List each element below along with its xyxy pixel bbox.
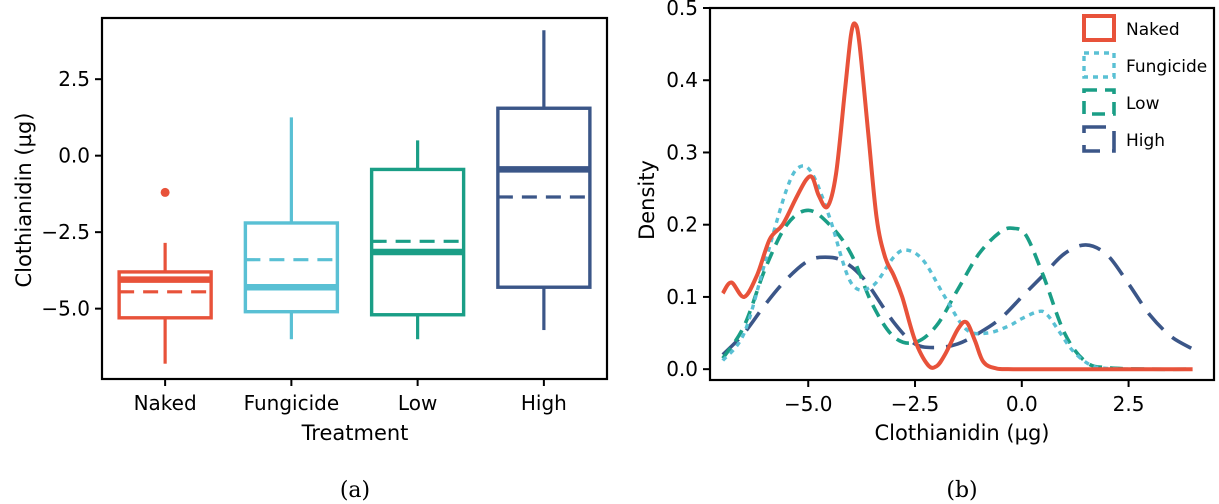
- density-y-tick-label: 0.3: [666, 140, 698, 164]
- boxplot-x-axis-label: Treatment: [301, 421, 409, 445]
- legend-label: Naked: [1126, 20, 1180, 40]
- density-x-tick-label: −5.0: [784, 392, 833, 416]
- boxplot-y-axis: −5.0 −2.5 0.0 2.5: [41, 67, 102, 321]
- box-high: [496, 30, 592, 331]
- boxplot-x-tick-label: Low: [398, 391, 437, 415]
- density-panel: −5.0 −2.5 0.0 2.5 0.0 0.1 0.2 0.3 0.4 0.5 Naked F…: [635, 0, 1216, 503]
- density-legend: Naked Fungicide Low High: [1082, 14, 1207, 153]
- box-iqr: [117, 270, 213, 320]
- legend-key: [1082, 14, 1116, 42]
- caption-b: (b): [946, 478, 977, 503]
- density-x-tick-label: 0.0: [1006, 392, 1038, 416]
- box-low: [369, 140, 466, 340]
- legend-item-fungicide: Fungicide: [1082, 51, 1207, 79]
- density-line-low: [721, 208, 1193, 372]
- density-line-naked: [721, 21, 1193, 372]
- density-y-axis-label: Density: [635, 160, 659, 240]
- boxplot-plot-frame: [100, 16, 609, 381]
- boxplot-boxes: [117, 30, 592, 364]
- density-y-tick-label: 0.5: [666, 0, 698, 20]
- density-line-fungicide: [721, 164, 1193, 371]
- density-lines: [721, 21, 1194, 372]
- boxplot-x-axis: Naked Fungicide Low High: [134, 379, 567, 415]
- density-y-tick-label: 0.4: [666, 68, 698, 92]
- legend-label: High: [1126, 131, 1165, 151]
- density-y-tick-label: 0.0: [666, 357, 698, 381]
- density-x-tick-label: −2.5: [891, 392, 940, 416]
- box-fungicide: [243, 117, 340, 340]
- legend-label: Fungicide: [1126, 57, 1207, 77]
- boxplot-x-tick-label: High: [521, 391, 567, 415]
- legend-item-high: High: [1082, 125, 1165, 153]
- legend-item-naked: Naked: [1082, 14, 1180, 42]
- boxplot-y-tick-label: 2.5: [58, 67, 90, 91]
- box-outlier-point: [160, 187, 170, 197]
- density-x-axis-label: Clothianidin (µg): [875, 421, 1050, 445]
- density-plot-frame: [708, 6, 1216, 382]
- density-x-axis: −5.0 −2.5 0.0 2.5: [784, 380, 1145, 416]
- boxplot-y-tick-label: −5.0: [41, 297, 90, 321]
- density-y-tick-label: 0.2: [666, 213, 698, 237]
- box-naked: [117, 187, 213, 364]
- box-iqr: [243, 221, 340, 314]
- legend-key: [1082, 125, 1116, 153]
- legend-item-low: Low: [1082, 88, 1160, 116]
- density-line-high: [721, 243, 1194, 356]
- legend-label: Low: [1126, 94, 1160, 114]
- density-y-tick-label: 0.1: [666, 285, 698, 309]
- density-y-axis: 0.0 0.1 0.2 0.3 0.4 0.5: [666, 0, 710, 381]
- boxplot-panel: −5.0 −2.5 0.0 2.5 Naked Fungicide Low High Clo…: [12, 16, 609, 503]
- boxplot-x-tick-label: Naked: [134, 391, 197, 415]
- density-x-tick-label: 2.5: [1113, 392, 1145, 416]
- boxplot-y-axis-label: Clothianidin (µg): [12, 113, 36, 288]
- legend-key: [1082, 88, 1116, 116]
- boxplot-x-tick-label: Fungicide: [244, 391, 340, 415]
- boxplot-y-tick-label: −2.5: [41, 220, 90, 244]
- legend-key: [1082, 51, 1116, 79]
- caption-a: (a): [340, 478, 370, 503]
- boxplot-y-tick-label: 0.0: [58, 144, 90, 168]
